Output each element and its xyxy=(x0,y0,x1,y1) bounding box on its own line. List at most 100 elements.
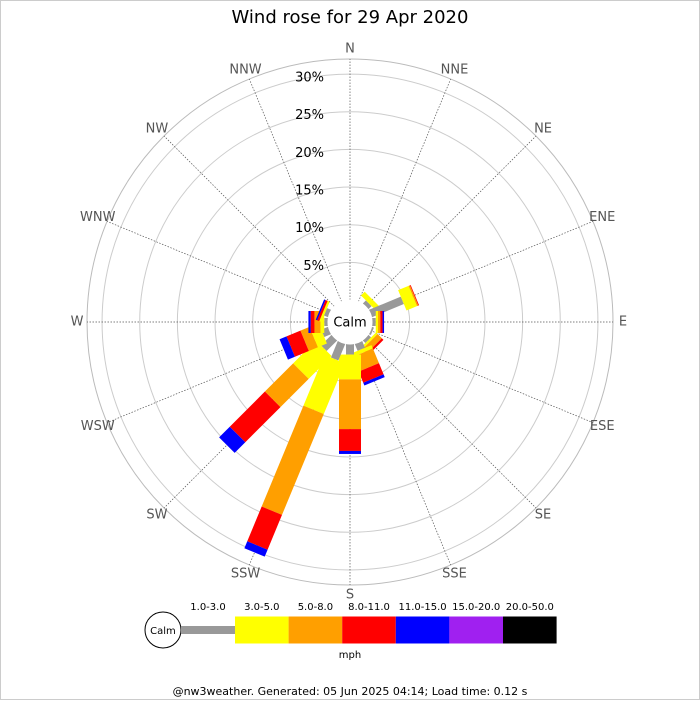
legend-label: 1.0-3.0 xyxy=(190,602,225,613)
direction-bar xyxy=(339,344,361,454)
direction-bar xyxy=(360,291,381,312)
bar-segment xyxy=(360,291,381,312)
direction-label: NW xyxy=(146,121,169,136)
bar-segment xyxy=(315,299,326,321)
grid-ring xyxy=(139,111,561,533)
direction-label: S xyxy=(346,588,354,603)
bars xyxy=(219,284,420,557)
footer: @nw3weather. Generated: 05 Jun 2025 04:1… xyxy=(173,685,528,698)
direction-bar xyxy=(368,326,374,335)
bar-segment xyxy=(362,300,372,310)
bar-segment xyxy=(323,308,332,318)
bar-segment xyxy=(300,326,318,351)
direction-label: NNE xyxy=(441,62,469,77)
bar-segment xyxy=(380,311,383,333)
calm-circle xyxy=(327,299,373,345)
bar-segment xyxy=(317,299,328,322)
direction-label: W xyxy=(71,315,84,330)
legend-label: 20.0-50.0 xyxy=(506,602,554,613)
r-tick-label: 20% xyxy=(295,146,324,161)
bar-segment xyxy=(219,426,246,453)
direction-label: ESE xyxy=(590,419,615,434)
r-tick-label: 5% xyxy=(303,259,324,274)
bar-segment xyxy=(351,345,373,357)
r-tick-label: 15% xyxy=(295,184,324,199)
bar-segment xyxy=(363,374,385,386)
legend-label: 3.0-5.0 xyxy=(244,602,279,613)
legend-label: 5.0-8.0 xyxy=(298,602,333,613)
direction-label: WNW xyxy=(80,210,116,225)
bar-segment xyxy=(261,405,324,515)
legend-swatch xyxy=(395,616,450,644)
bar-segment xyxy=(330,340,346,361)
bar-segment xyxy=(319,300,330,323)
legend-swatch xyxy=(503,616,557,644)
bar-segment xyxy=(279,336,295,360)
bar-segment xyxy=(409,284,420,306)
legend-calm-label: Calm xyxy=(150,626,176,637)
legend-label: 15.0-20.0 xyxy=(452,602,500,613)
spoke xyxy=(370,330,594,423)
legend-label: 11.0-15.0 xyxy=(399,602,447,613)
bar-segment xyxy=(339,354,361,380)
legend-label: 8.0-11.0 xyxy=(348,602,390,613)
spoke xyxy=(365,337,537,509)
legend-unit: mph xyxy=(339,650,361,661)
bar-segment xyxy=(324,318,328,326)
bar-segment xyxy=(382,311,385,333)
bar-segment xyxy=(339,450,361,454)
bar-segment xyxy=(310,311,315,333)
spoke xyxy=(106,221,330,314)
r-tick-label: 25% xyxy=(295,108,324,123)
bar-segment xyxy=(339,429,361,451)
direction-label: NNW xyxy=(229,62,261,77)
legend-swatch xyxy=(181,626,235,634)
bar-segment xyxy=(375,311,379,333)
grid-ring xyxy=(214,186,486,458)
chart-title: Wind rose for 29 Apr 2020 xyxy=(232,7,469,28)
spoke xyxy=(358,78,451,302)
bar-segment xyxy=(293,340,332,379)
legend-swatch xyxy=(449,616,503,644)
bar-segment xyxy=(372,318,376,326)
bar-segment xyxy=(358,363,384,383)
spoke xyxy=(249,78,342,302)
direction-label: NE xyxy=(534,121,552,136)
bar-segment xyxy=(368,326,374,335)
calm-label: Calm xyxy=(333,316,366,331)
direction-bar xyxy=(315,299,332,323)
bar-segment xyxy=(308,311,311,333)
direction-label: SE xyxy=(535,508,551,523)
bar-segment xyxy=(320,334,338,352)
direction-label: SSW xyxy=(231,567,261,582)
direction-label: E xyxy=(619,315,627,330)
bar-segment xyxy=(286,330,309,357)
direction-label: SW xyxy=(146,508,167,523)
direction-bar xyxy=(219,334,338,453)
bar-segment xyxy=(378,311,381,333)
bar-segment xyxy=(362,334,372,344)
bar-segment xyxy=(354,340,365,351)
r-tick-label: 10% xyxy=(295,221,324,236)
direction-label: N xyxy=(345,42,355,57)
r-tick-label: 30% xyxy=(295,71,324,86)
direction-bar xyxy=(279,323,332,360)
bar-segment xyxy=(244,541,268,557)
bar-segment xyxy=(229,391,281,443)
legend-swatch xyxy=(342,616,396,644)
bar-segment xyxy=(264,363,309,408)
direction-bar xyxy=(244,340,346,557)
spoke xyxy=(163,135,335,307)
bar-segment xyxy=(346,344,354,355)
spoke xyxy=(365,135,537,307)
bar-segment xyxy=(339,379,361,430)
legend-swatch xyxy=(288,616,343,644)
bar-segment xyxy=(408,285,419,307)
bar-segment xyxy=(247,506,282,550)
direction-label: SSE xyxy=(442,567,467,582)
direction-bar xyxy=(372,311,385,333)
bar-segment xyxy=(303,354,345,415)
bar-segment xyxy=(398,285,417,311)
legend-swatch xyxy=(235,616,289,644)
